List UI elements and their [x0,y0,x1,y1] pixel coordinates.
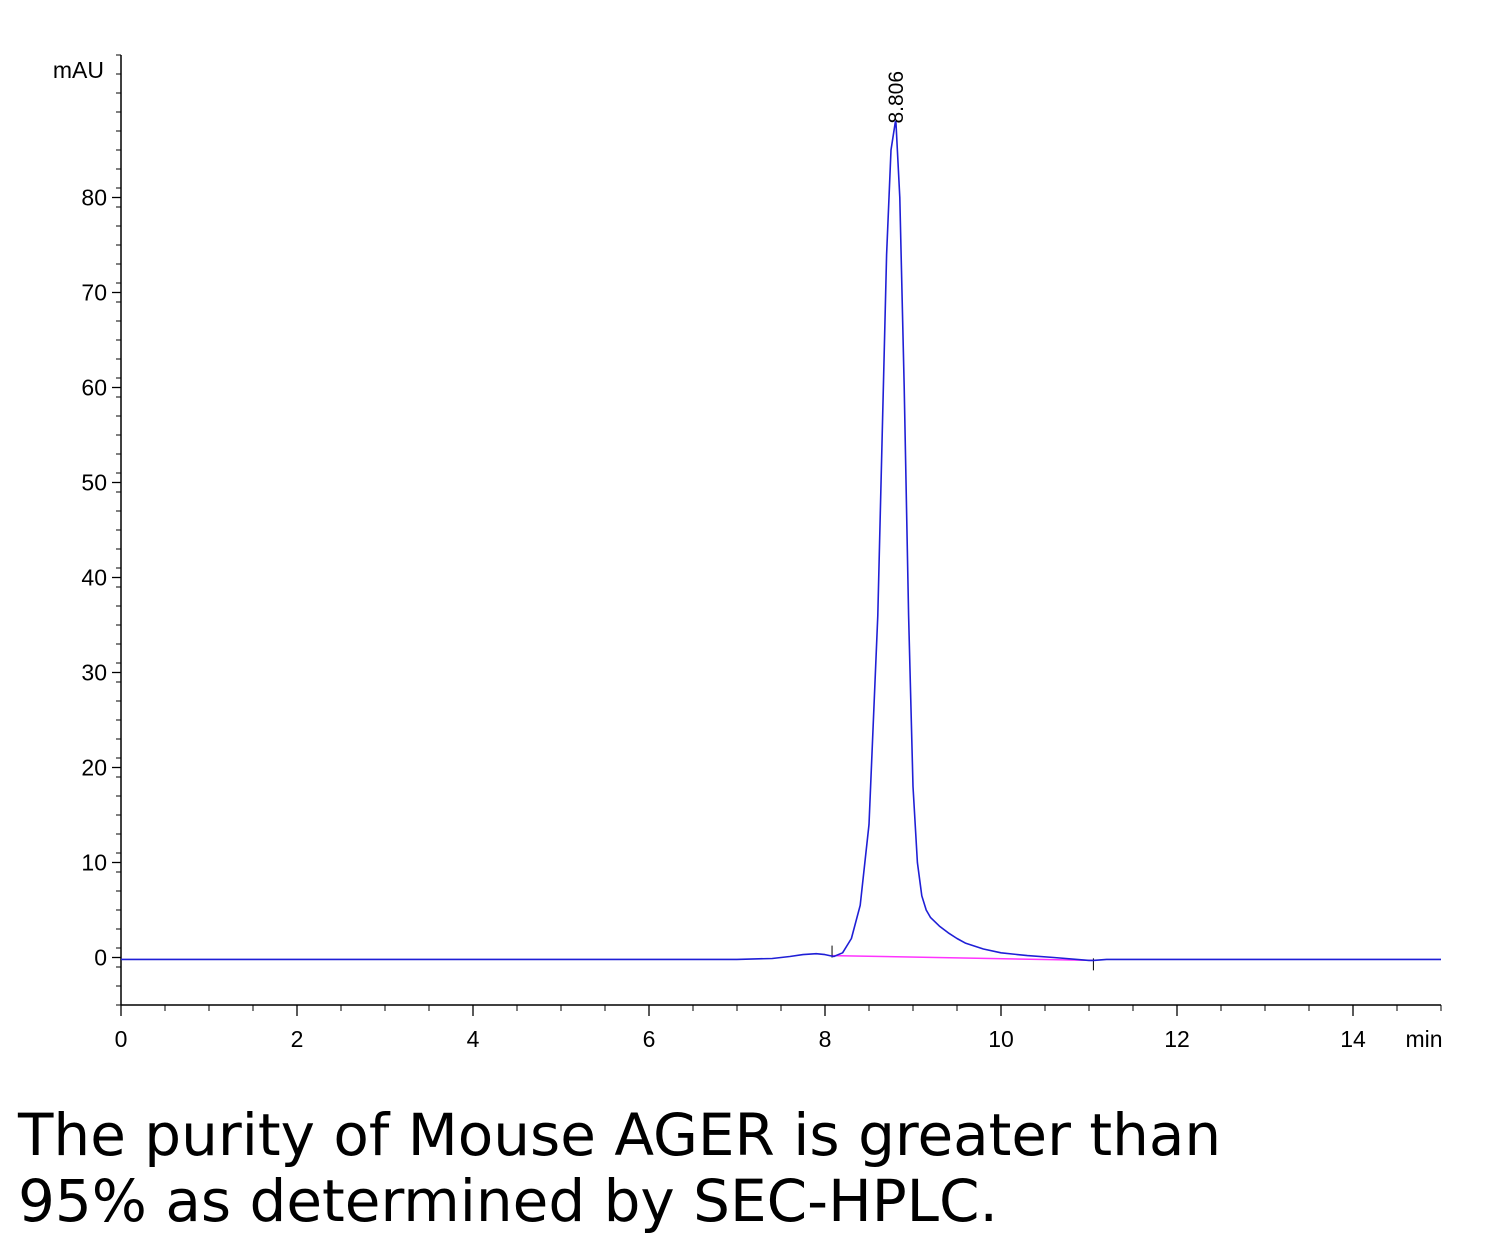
y-tick-label: 10 [81,850,107,876]
y-tick-label: 20 [81,755,107,781]
integration-baseline [832,954,1094,962]
peak-label: 8.806 [885,71,908,124]
x-axis: 0 2 4 6 8 10 12 14 [115,1004,1442,1052]
x-tick-label: 14 [1340,1026,1366,1052]
y-tick-label: 40 [81,565,107,591]
y-tick-label: 70 [81,280,107,306]
y-tick-label: 80 [81,185,107,211]
series-line [121,120,1441,962]
purity-caption: The purity of Mouse AGER is greater than… [18,1102,1478,1234]
x-tick-label: 12 [1164,1026,1190,1052]
x-tick-label: 4 [467,1026,480,1052]
x-axis-label: min [1405,1026,1442,1052]
caption-line-1: The purity of Mouse AGER is greater than [18,1101,1222,1169]
x-tick-label: 2 [291,1026,304,1052]
x-tick-label: 0 [115,1026,128,1052]
x-tick-label: 6 [643,1026,656,1052]
y-tick-label: 50 [81,470,107,496]
caption-line-2: 95% as determined by SEC-HPLC. [18,1167,998,1235]
x-tick-label: 10 [988,1026,1014,1052]
y-axis: 0 10 20 30 40 50 60 70 80 [81,54,122,1006]
x-tick-label: 8 [819,1026,832,1052]
y-tick-label: 30 [81,660,107,686]
plot-area: 8.806 [121,71,1441,971]
y-tick-label: 60 [81,375,107,401]
y-tick-label: 0 [94,945,107,971]
y-axis-label: mAU [53,57,104,83]
